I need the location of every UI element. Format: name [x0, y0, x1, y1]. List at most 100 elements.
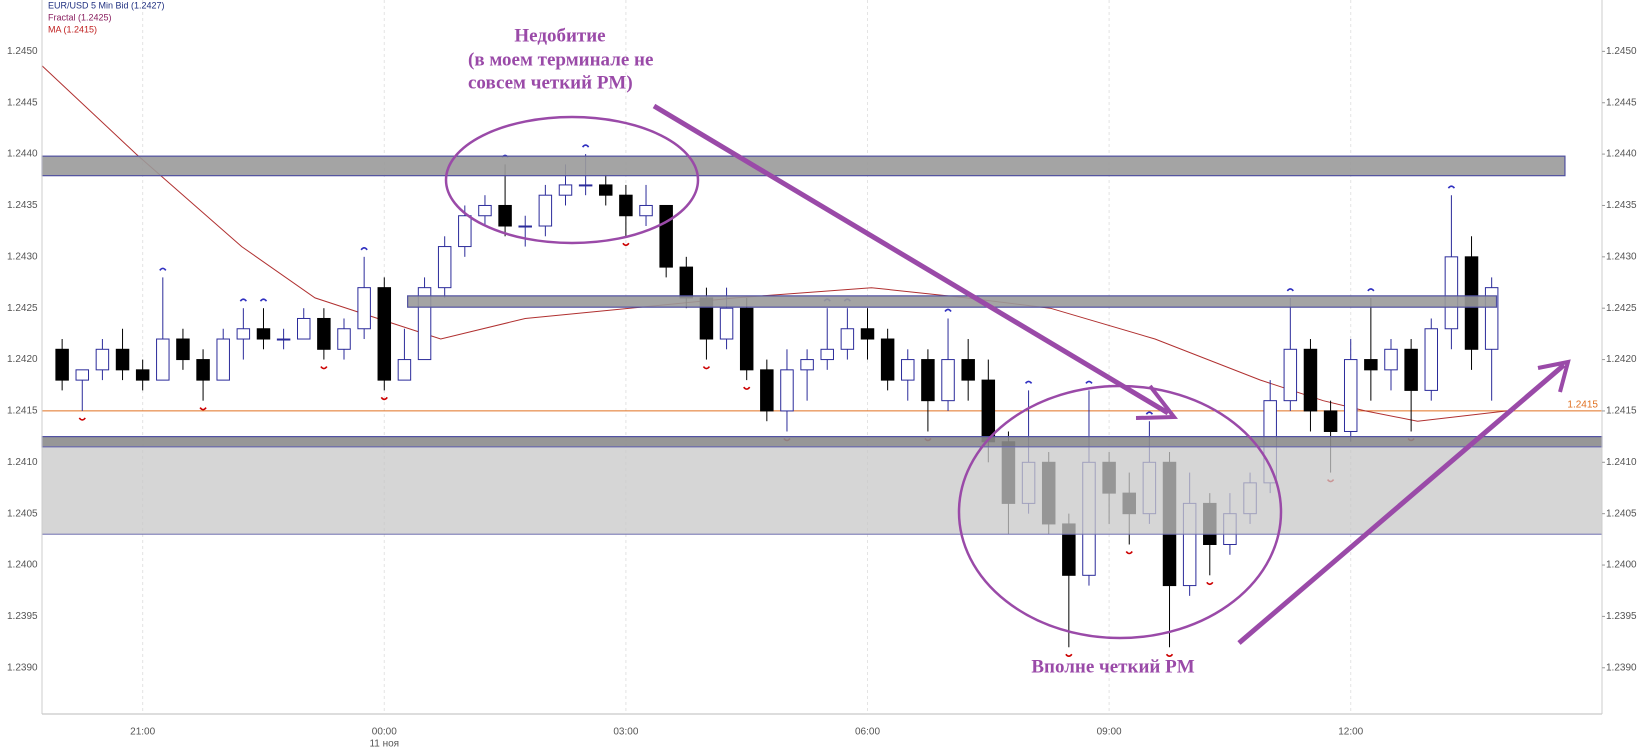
candle-body — [256, 328, 271, 340]
annotation-text: Недобитие — [514, 25, 605, 46]
arrow-head — [1135, 384, 1178, 420]
y-tick-label: 1.2420 — [7, 354, 38, 365]
y-tick-label: 1.2445 — [7, 97, 38, 108]
fractal-marker — [159, 267, 167, 271]
fractal-marker — [1165, 653, 1174, 658]
candle-body — [599, 184, 613, 196]
y-tick-label-right: 1.2430 — [1606, 251, 1637, 262]
candle-body — [1404, 348, 1418, 391]
candle-body — [880, 338, 895, 381]
fractal-marker — [944, 308, 952, 312]
y-tick-label-right: 1.2425 — [1606, 303, 1637, 314]
fractal-marker — [199, 407, 207, 411]
y-tick-label: 1.2430 — [7, 251, 38, 262]
fractal-marker — [1085, 380, 1093, 384]
candle-body — [538, 194, 553, 227]
candle-body — [679, 266, 694, 299]
y-tick-label-right: 1.2415 — [1606, 406, 1637, 417]
fractal-marker — [1024, 380, 1033, 384]
fractal-marker — [1367, 288, 1375, 292]
fractal-marker — [1065, 653, 1073, 658]
y-tick-label: 1.2395 — [7, 611, 38, 622]
arrow — [652, 103, 1170, 416]
candle-body — [397, 359, 412, 381]
candle-body — [156, 338, 170, 381]
candle-body — [458, 215, 472, 248]
candle-body — [95, 348, 110, 371]
candle-body — [216, 338, 230, 381]
fractal-marker — [259, 298, 268, 302]
y-tick-label-right: 1.2390 — [1606, 662, 1637, 673]
candle-body — [578, 184, 593, 187]
y-tick-label-right: 1.2445 — [1606, 97, 1637, 108]
candle-body — [498, 204, 512, 227]
y-tick-label: 1.2450 — [7, 46, 38, 57]
candle-body — [135, 369, 150, 381]
y-tick-label: 1.2425 — [7, 303, 38, 314]
candle-body — [780, 369, 794, 412]
x-tick-label: 09:00 — [1097, 727, 1122, 738]
zone — [41, 436, 1603, 448]
candle-body — [297, 317, 311, 340]
y-tick-label: 1.2415 — [7, 406, 38, 417]
y-tick-label-right: 1.2450 — [1606, 46, 1637, 57]
fractal-marker — [1145, 411, 1154, 415]
x-tick-label: 21:00 — [130, 727, 155, 738]
y-tick-label-right: 1.2405 — [1606, 508, 1637, 519]
y-tick-label-right: 1.2440 — [1606, 149, 1637, 160]
y-tick-label-right: 1.2395 — [1606, 611, 1637, 622]
y-tick-label-right: 1.2410 — [1606, 457, 1637, 468]
candle-body — [719, 307, 734, 340]
candle-body — [760, 369, 774, 412]
candle-body — [1303, 348, 1318, 412]
candle-body — [840, 328, 855, 350]
y-tick-label: 1.2410 — [7, 457, 38, 468]
y-tick-label: 1.2440 — [7, 149, 38, 160]
candle-body — [659, 204, 673, 268]
candle-body — [276, 338, 291, 341]
candle-body — [1444, 256, 1459, 330]
x-tick-label: 06:00 — [855, 727, 880, 738]
candle-body — [1384, 348, 1398, 371]
candle-body — [1283, 348, 1298, 402]
annotation-text: Вполне четкий PM — [1031, 656, 1194, 677]
x-tick-label: 00:00 — [372, 727, 397, 738]
candle-body — [921, 359, 935, 402]
candle-body — [357, 287, 371, 330]
candle-body — [377, 287, 392, 381]
fractal-marker — [622, 242, 630, 247]
candle-body — [860, 328, 875, 340]
fractal-marker — [743, 386, 751, 390]
annotation-text: совсем четкий PM) — [468, 72, 633, 93]
y-tick-label: 1.2400 — [7, 560, 38, 571]
candle-body — [478, 204, 492, 217]
header-symbol: EUR/USD 5 Min Bid (1.2427) — [48, 0, 165, 10]
candle-body — [739, 307, 754, 371]
header-ma: MA (1.2415) — [48, 24, 97, 34]
fractal-marker — [1125, 550, 1133, 555]
y-tick-label-right: 1.2400 — [1606, 560, 1637, 571]
annotations: Недобитие (в моем терминале не совсем че… — [444, 25, 1571, 677]
x-tick-label: 12:00 — [1338, 727, 1363, 738]
candle-body — [317, 317, 331, 350]
candle-body — [901, 359, 915, 381]
candle-body — [337, 328, 351, 350]
fractal-marker — [1286, 288, 1294, 292]
fractal-marker — [360, 247, 368, 251]
candle-body — [961, 359, 975, 381]
candle-body — [236, 328, 251, 340]
fractal-marker — [581, 144, 590, 148]
fractal-marker — [78, 417, 86, 421]
arrow-head — [1537, 359, 1571, 393]
y-tick-label: 1.2405 — [7, 508, 38, 519]
candle-body — [558, 184, 573, 196]
y-tick-label: 1.2390 — [7, 662, 38, 673]
candle-body — [1424, 328, 1439, 391]
candle-body — [1343, 359, 1358, 432]
candle-body — [1323, 410, 1338, 432]
arrow — [1237, 363, 1566, 645]
fractal-marker — [702, 366, 711, 370]
candle-body — [115, 348, 130, 371]
